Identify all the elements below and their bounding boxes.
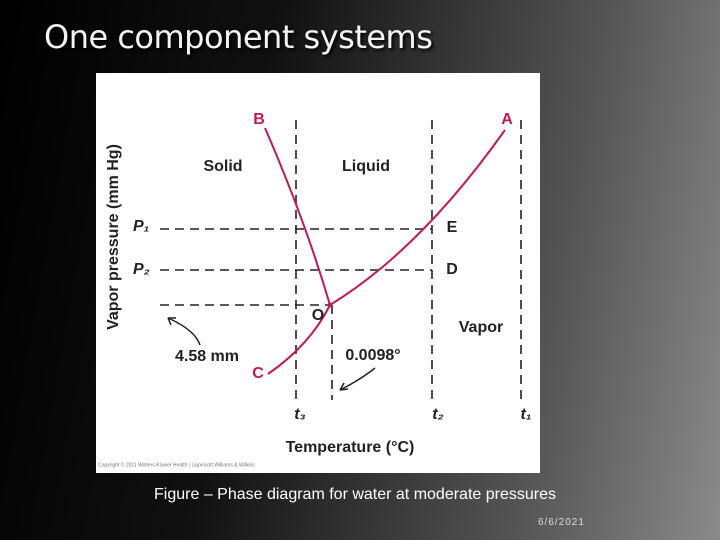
date: 6/6/2021 [538,517,585,528]
region-label: Vapor [459,319,503,336]
slide-title: One component systems [44,18,433,56]
guides [160,120,522,400]
temperature-label: t₂ [432,406,443,423]
region-label: Liquid [342,158,390,175]
credit: Copyright © 2011 Wolters Kluwer Health |… [98,461,255,468]
point-label: O [312,307,324,324]
temperature-label: t₃ [294,406,306,423]
arrows [167,317,376,391]
point-label: D [446,261,458,278]
point-label: E [447,219,458,236]
y-axis-label: Vapor pressure (mm Hg) [105,144,122,330]
temperature-label: t₁ [521,406,532,423]
annotation: 4.58 mm [175,348,239,365]
point-label: B [253,111,265,128]
figure-panel [96,73,540,473]
pressure-label: P₁ [133,218,149,235]
region-label: Solid [203,158,242,175]
caption: Figure – Phase diagram for water at mode… [154,486,556,503]
pressure-label: P₂ [133,261,150,278]
x-axis-label: Temperature (°C) [286,439,415,456]
point-label: C [252,365,264,382]
point-label: A [501,111,513,128]
phase-curves [264,127,506,375]
annotation: 0.0098° [345,347,400,364]
